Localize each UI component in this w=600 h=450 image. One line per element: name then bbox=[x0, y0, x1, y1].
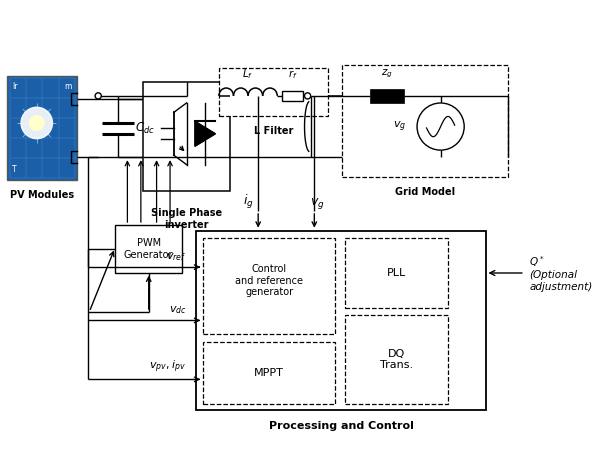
Text: L Filter: L Filter bbox=[254, 126, 293, 135]
Text: Grid Model: Grid Model bbox=[395, 187, 455, 198]
Bar bbox=[343, 65, 508, 177]
Bar bbox=[370, 89, 404, 103]
Circle shape bbox=[304, 93, 311, 99]
Text: $v_g$: $v_g$ bbox=[310, 196, 325, 211]
Polygon shape bbox=[195, 122, 215, 146]
Text: $i_g$: $i_g$ bbox=[243, 193, 253, 211]
Text: Ir: Ir bbox=[12, 82, 17, 91]
Bar bbox=[115, 225, 182, 273]
Bar bbox=[7, 76, 77, 180]
Text: T: T bbox=[12, 166, 16, 175]
Text: $v_{ref}$: $v_{ref}$ bbox=[166, 251, 187, 263]
Bar bbox=[196, 230, 485, 410]
Text: PV Modules: PV Modules bbox=[10, 190, 74, 200]
Text: $z_g$: $z_g$ bbox=[382, 68, 393, 80]
Bar bbox=[203, 238, 335, 334]
Text: MPPT: MPPT bbox=[254, 368, 284, 378]
Bar bbox=[345, 238, 448, 308]
Text: $r_f$: $r_f$ bbox=[287, 68, 297, 81]
Text: m: m bbox=[64, 82, 72, 91]
Circle shape bbox=[21, 107, 52, 139]
Circle shape bbox=[95, 93, 101, 99]
Text: Processing and Control: Processing and Control bbox=[269, 422, 413, 432]
Text: $C_{dc}$: $C_{dc}$ bbox=[134, 121, 155, 136]
Circle shape bbox=[417, 103, 464, 150]
Text: DQ
Trans.: DQ Trans. bbox=[380, 349, 413, 370]
Text: PLL: PLL bbox=[387, 268, 406, 278]
Text: $v_g$: $v_g$ bbox=[392, 119, 406, 134]
Text: Control
and reference
generator: Control and reference generator bbox=[235, 264, 303, 297]
Text: PWM
Generator: PWM Generator bbox=[124, 238, 173, 260]
Bar bbox=[345, 315, 448, 404]
Text: $v_{pv}, i_{pv}$: $v_{pv}, i_{pv}$ bbox=[149, 359, 187, 375]
Circle shape bbox=[29, 116, 44, 130]
Bar bbox=[143, 82, 230, 191]
Text: Single Phase
inverter: Single Phase inverter bbox=[151, 208, 222, 230]
Text: $Q^*$
(Optional
adjustment): $Q^*$ (Optional adjustment) bbox=[529, 254, 593, 292]
Text: $L_f$: $L_f$ bbox=[242, 67, 254, 81]
Bar bbox=[203, 342, 335, 404]
Bar bbox=[219, 68, 328, 116]
Text: $v_{dc}$: $v_{dc}$ bbox=[169, 304, 187, 316]
Bar bbox=[282, 91, 303, 101]
